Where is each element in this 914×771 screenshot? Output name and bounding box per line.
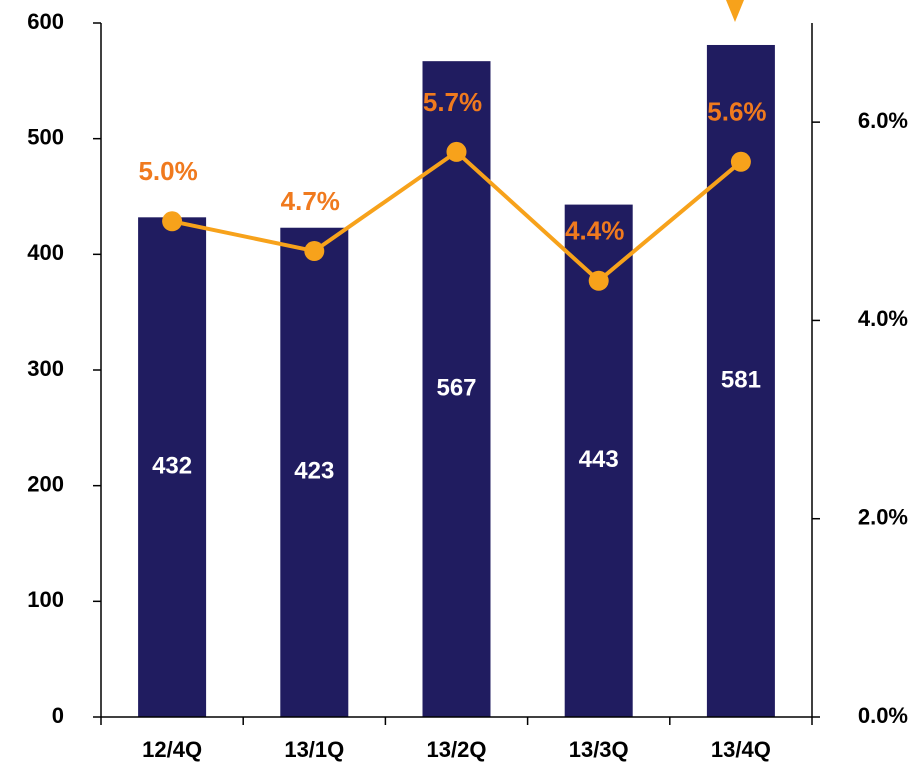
line-value-label: 5.6%: [707, 97, 766, 127]
line-point: [730, 151, 751, 172]
x-tick-label: 13/4Q: [711, 737, 771, 762]
y2-tick-label: 6.0%: [858, 108, 908, 133]
line-value-label: 5.0%: [138, 156, 197, 186]
bar-value-label: 581: [721, 366, 761, 393]
y-tick-label: 200: [27, 471, 64, 496]
x-tick-label: 13/3Q: [569, 737, 629, 762]
bar-value-label: 423: [294, 458, 334, 485]
line-point: [446, 141, 467, 162]
bar: [138, 217, 207, 717]
y-tick-label: 0: [52, 703, 64, 728]
y-tick-label: 600: [27, 9, 64, 34]
y2-tick-label: 4.0%: [858, 306, 908, 331]
line-value-label: 4.4%: [565, 216, 624, 246]
bar: [280, 227, 349, 718]
bar-value-label: 443: [579, 446, 619, 473]
y-tick-label: 100: [27, 587, 64, 612]
x-tick-label: 13/1Q: [284, 737, 344, 762]
line-point: [162, 211, 183, 232]
y-tick-label: 500: [27, 124, 64, 149]
line-point: [304, 241, 325, 262]
x-tick-label: 13/2Q: [427, 737, 487, 762]
y2-tick-label: 0.0%: [858, 703, 908, 728]
arrow-decoration: [726, 0, 744, 22]
bar-value-label: 432: [152, 453, 192, 480]
y2-tick-label: 2.0%: [858, 505, 908, 530]
bar-value-label: 567: [436, 374, 476, 401]
line-value-label: 5.7%: [423, 87, 482, 117]
y-tick-label: 300: [27, 356, 64, 381]
line-point: [588, 270, 609, 291]
x-tick-label: 12/4Q: [142, 737, 202, 762]
y-tick-label: 400: [27, 240, 64, 265]
line-value-label: 4.7%: [281, 186, 340, 216]
